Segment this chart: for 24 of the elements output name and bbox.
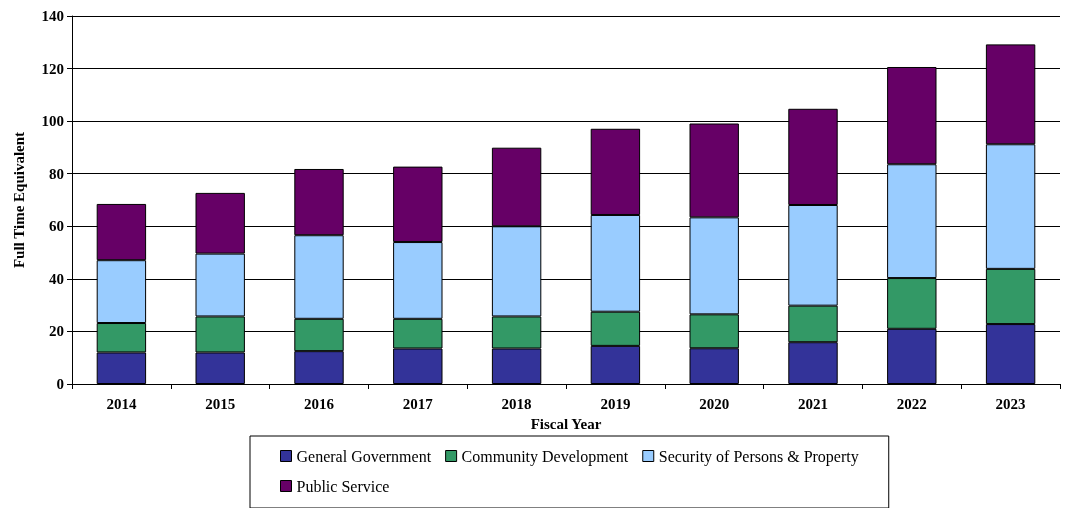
x-tick-label: 2017 xyxy=(402,395,434,412)
x-axis-title: Fiscal Year xyxy=(530,415,602,432)
y-tick-label: 60 xyxy=(49,218,64,235)
x-tick-label: 2021 xyxy=(798,395,828,412)
y-tick-label: 120 xyxy=(41,60,64,77)
x-tick-label: 2015 xyxy=(205,395,236,412)
legend-label: Security of Persons & Property xyxy=(658,447,859,466)
y-tick-label: 0 xyxy=(56,376,64,392)
legend-label: Public Service xyxy=(296,477,390,495)
y-tick-label: 100 xyxy=(41,113,64,130)
legend-label: General Government xyxy=(296,447,432,465)
y-axis-title: Full Time Equivalent xyxy=(10,131,27,269)
y-tick-label: 80 xyxy=(49,165,64,182)
x-tick-label: 2016 xyxy=(304,395,335,412)
x-tick-label: 2022 xyxy=(896,395,927,412)
x-tick-label: 2019 xyxy=(600,395,631,412)
legend-label: Community Development xyxy=(461,447,629,466)
y-tick-label: 140 xyxy=(41,8,64,24)
x-tick-label: 2014 xyxy=(106,395,137,412)
x-tick-label: 2023 xyxy=(995,395,1026,412)
y-tick-label: 40 xyxy=(49,270,64,287)
x-tick-label: 2018 xyxy=(501,395,532,412)
y-tick-label: 20 xyxy=(49,323,64,340)
x-tick-label: 2020 xyxy=(699,395,730,412)
